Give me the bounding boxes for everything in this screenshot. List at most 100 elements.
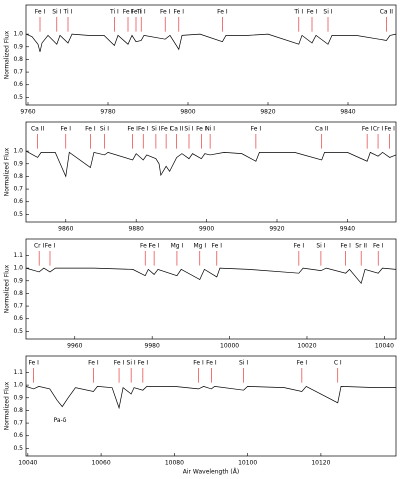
x-tick-label: 10020 (297, 343, 316, 350)
line-label: Si I (316, 243, 325, 250)
y-tick-label: 1.0 (13, 265, 23, 272)
line-label: Fe I (88, 360, 99, 367)
line-label: Ni I (205, 126, 215, 133)
y-tick-label: 0.6 (13, 432, 23, 439)
line-label: Si I (151, 126, 160, 133)
y-axis-label: Normalized Flux (4, 264, 11, 313)
line-label: Fe I (138, 126, 149, 133)
y-tick-label: 1.1 (13, 252, 23, 259)
y-tick-label: 0.5 (13, 94, 23, 101)
y-tick-label: 1.0 (13, 382, 23, 389)
axes-frame (25, 238, 397, 340)
line-label: Fe I (138, 360, 149, 367)
y-tick-label: 0.7 (13, 186, 23, 193)
axes-frame (25, 4, 397, 106)
x-tick-label: 10100 (238, 460, 257, 467)
x-tick-label: 10000 (220, 343, 239, 350)
line-label: Si I (323, 9, 332, 16)
x-tick-label: 9960 (67, 343, 82, 350)
line-label: Si I (100, 126, 109, 133)
y-tick-label: 0.6 (13, 198, 23, 205)
x-tick-label: 9820 (260, 109, 275, 116)
line-label: Fe I (297, 360, 308, 367)
line-label: Fe I (28, 360, 39, 367)
y-tick-label: 0.9 (13, 277, 23, 284)
line-label: Fe I (131, 9, 142, 16)
line-label: Fe I (193, 360, 204, 367)
y-tick-label: 0.7 (13, 420, 23, 427)
line-label: Sr II (355, 243, 367, 250)
spectrum-line (25, 267, 397, 285)
line-label: Fe I (114, 360, 125, 367)
line-label: Ca II (315, 126, 329, 133)
y-tick-label: 0.6 (13, 315, 23, 322)
line-label: Fe I (140, 243, 151, 250)
y-axis-label: Normalized Flux (4, 147, 11, 196)
y-tick-label: 0.8 (13, 407, 23, 414)
spectrum-line (25, 385, 396, 410)
x-axis-label: Air Wavelength (Å) (183, 469, 239, 476)
line-label: Si I (239, 360, 248, 367)
y-tick-label: 0.7 (13, 303, 23, 310)
line-label: Ti I (293, 9, 303, 16)
line-label: Fe I (149, 243, 160, 250)
x-tick-label: 10040 (18, 460, 37, 467)
line-label: Fe I (307, 9, 318, 16)
x-tick-label: 9760 (20, 109, 35, 116)
x-tick-label: 9920 (269, 226, 284, 233)
y-axis-label: Normalized Flux (4, 381, 11, 430)
line-label: Fe I (362, 126, 373, 133)
line-label: Si I (127, 360, 136, 367)
line-label: Fe I (373, 243, 384, 250)
x-tick-label: 9840 (340, 109, 355, 116)
x-tick-label: 9880 (129, 226, 144, 233)
panel: 0.5 0.6 0.7 0.8 0.9 1.0 1.1 10040 10060 10080 1010… (4, 355, 397, 476)
x-tick-label: 9900 (199, 226, 214, 233)
y-tick-label: 1.0 (13, 31, 23, 38)
line-label: Fe I (45, 243, 56, 250)
y-tick-label: 0.9 (13, 160, 23, 167)
x-tick-label: 10060 (92, 460, 111, 467)
x-tick-label: 10120 (311, 460, 330, 467)
y-tick-label: 0.8 (13, 290, 23, 297)
line-label: Ca II (170, 126, 184, 133)
axes-frame (25, 355, 397, 457)
y-tick-label: 0.6 (13, 81, 23, 88)
line-label: Cr I (34, 243, 45, 250)
line-label: Fe I (123, 9, 134, 16)
line-label: Fe I (85, 126, 96, 133)
y-tick-label: 0.9 (13, 43, 23, 50)
x-tick-label: 10080 (165, 460, 184, 467)
y-tick-label: 0.7 (13, 69, 23, 76)
line-label: Fe I (212, 243, 223, 250)
x-tick-label: 9800 (180, 109, 195, 116)
line-label: Mg I (193, 243, 206, 250)
line-label: Fe I (35, 9, 46, 16)
line-label: Fe I (161, 126, 172, 133)
line-label: Ti I (109, 9, 119, 16)
y-tick-label: 1.1 (13, 369, 23, 376)
line-label: Fe I (251, 126, 262, 133)
y-tick-label: 0.9 (13, 394, 23, 401)
line-label: Mg I (171, 243, 184, 250)
line-label: Fe I (340, 243, 351, 250)
x-tick-label: 9780 (100, 109, 115, 116)
line-label: Ti I (136, 9, 146, 16)
line-label: Cr I (373, 126, 384, 133)
y-axis-label: Normalized Flux (4, 30, 11, 79)
panel: 0.5 0.6 0.7 0.8 0.9 1.0 9760 9780 9800 9820 9840 No… (4, 4, 397, 116)
line-label: Fe I (174, 9, 185, 16)
line-label: Si I (52, 9, 61, 16)
line-label: Fe I (206, 360, 217, 367)
line-label: Fe I (217, 9, 228, 16)
y-tick-label: 0.8 (13, 173, 23, 180)
spectrum-line (25, 33, 397, 52)
line-label: Fe I (196, 126, 207, 133)
annotation: Pa-δ (54, 417, 67, 424)
axes-frame (25, 121, 397, 223)
line-label: Ti I (63, 9, 73, 16)
line-label: Fe I (160, 9, 171, 16)
x-tick-label: 9940 (340, 226, 355, 233)
y-tick-label: 1.0 (13, 148, 23, 155)
x-tick-label: 10040 (375, 343, 394, 350)
